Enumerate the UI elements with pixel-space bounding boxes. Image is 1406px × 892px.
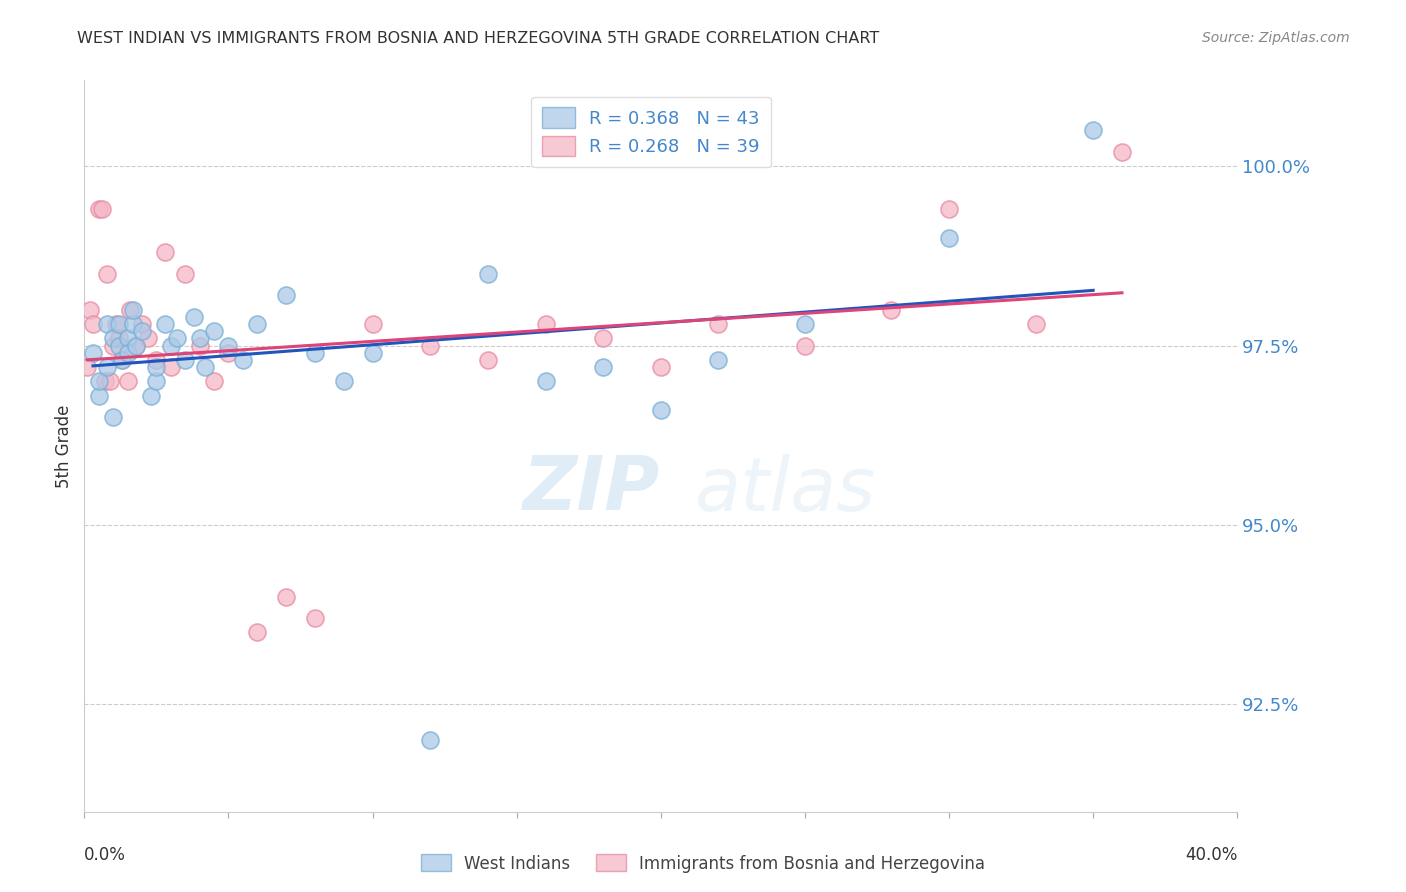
Point	[76, 360, 98, 375]
Point	[125, 338, 148, 352]
Point	[103, 410, 124, 425]
Point	[707, 317, 730, 331]
Point	[1025, 317, 1047, 331]
Point	[108, 338, 131, 352]
Point	[419, 338, 441, 352]
Point	[246, 317, 269, 331]
Point	[120, 302, 142, 317]
Text: 40.0%: 40.0%	[1185, 847, 1237, 864]
Point	[87, 375, 110, 389]
Point	[139, 389, 162, 403]
Point	[153, 317, 176, 331]
Point	[145, 375, 167, 389]
Point	[96, 267, 118, 281]
Point	[125, 338, 148, 352]
Point	[592, 331, 614, 345]
Point	[650, 403, 672, 417]
Point	[534, 317, 557, 331]
Point	[794, 317, 817, 331]
Point	[87, 389, 110, 403]
Point	[111, 353, 134, 368]
Point	[93, 375, 115, 389]
Point	[333, 375, 356, 389]
Point	[194, 360, 217, 375]
Point	[136, 331, 159, 345]
Point	[218, 338, 240, 352]
Text: 0.0%: 0.0%	[84, 847, 127, 864]
Point	[82, 317, 104, 331]
Point	[304, 611, 326, 625]
Point	[183, 310, 205, 324]
Point	[122, 302, 145, 317]
Point	[938, 202, 960, 217]
Text: atlas: atlas	[696, 454, 877, 526]
Point	[145, 360, 167, 375]
Point	[90, 202, 112, 217]
Text: WEST INDIAN VS IMMIGRANTS FROM BOSNIA AND HERZEGOVINA 5TH GRADE CORRELATION CHAR: WEST INDIAN VS IMMIGRANTS FROM BOSNIA AN…	[77, 31, 880, 46]
Text: ZIP: ZIP	[523, 453, 659, 526]
Point	[592, 360, 614, 375]
Point	[111, 353, 134, 368]
Point	[202, 375, 225, 389]
Point	[202, 324, 225, 338]
Point	[117, 345, 139, 359]
Y-axis label: 5th Grade: 5th Grade	[55, 404, 73, 488]
Point	[122, 317, 145, 331]
Point	[96, 317, 118, 331]
Point	[98, 375, 121, 389]
Point	[232, 353, 254, 368]
Point	[276, 288, 298, 302]
Point	[650, 360, 672, 375]
Point	[707, 353, 730, 368]
Point	[108, 317, 131, 331]
Point	[103, 331, 124, 345]
Point	[160, 338, 183, 352]
Point	[117, 331, 139, 345]
Point	[131, 324, 153, 338]
Point	[82, 345, 104, 359]
Point	[160, 360, 183, 375]
Point	[79, 302, 101, 317]
Point	[477, 267, 499, 281]
Point	[153, 245, 176, 260]
Point	[794, 338, 817, 352]
Point	[361, 345, 384, 359]
Point	[103, 338, 124, 352]
Point	[361, 317, 384, 331]
Point	[108, 331, 131, 345]
Point	[188, 338, 211, 352]
Legend: R = 0.368   N = 43, R = 0.268   N = 39: R = 0.368 N = 43, R = 0.268 N = 39	[531, 96, 770, 167]
Point	[246, 625, 269, 640]
Point	[304, 345, 326, 359]
Point	[87, 202, 110, 217]
Point	[534, 375, 557, 389]
Point	[174, 267, 197, 281]
Point	[145, 353, 167, 368]
Point	[419, 733, 441, 747]
Text: Source: ZipAtlas.com: Source: ZipAtlas.com	[1202, 31, 1350, 45]
Point	[880, 302, 903, 317]
Point	[218, 345, 240, 359]
Point	[131, 317, 153, 331]
Point	[1111, 145, 1133, 159]
Point	[276, 590, 298, 604]
Point	[938, 231, 960, 245]
Point	[166, 331, 188, 345]
Point	[188, 331, 211, 345]
Point	[174, 353, 197, 368]
Point	[96, 360, 118, 375]
Point	[117, 375, 139, 389]
Point	[477, 353, 499, 368]
Point	[1083, 123, 1105, 137]
Point	[105, 317, 128, 331]
Legend: West Indians, Immigrants from Bosnia and Herzegovina: West Indians, Immigrants from Bosnia and…	[415, 847, 991, 880]
